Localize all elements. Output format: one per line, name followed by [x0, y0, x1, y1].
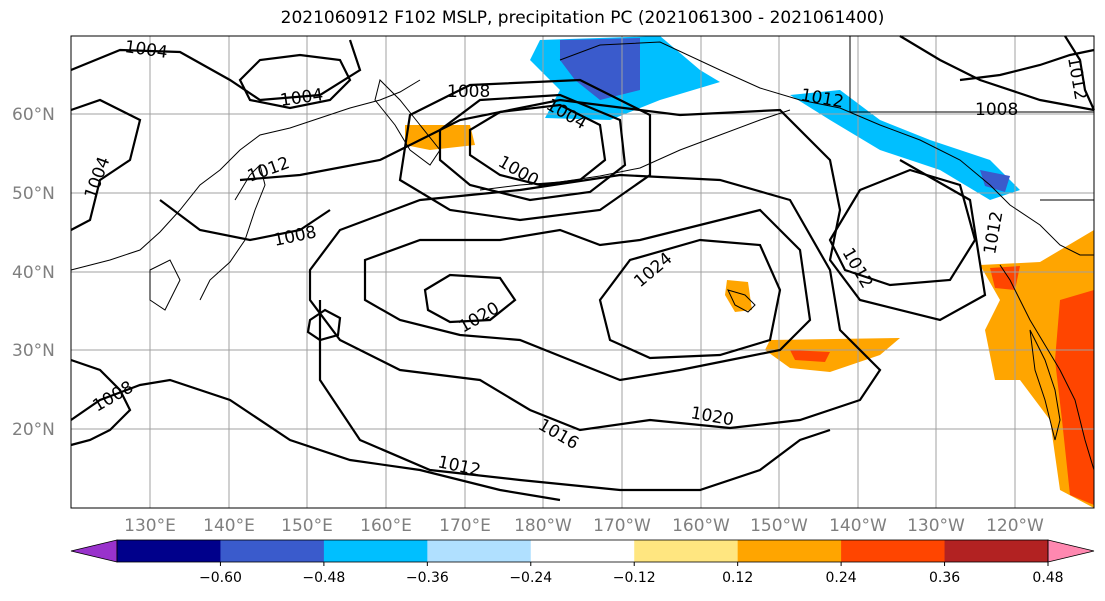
colorbar-frame [116, 539, 1049, 563]
lon-label: 150°W [750, 516, 808, 536]
contour-label: 1008 [447, 82, 490, 102]
colorbar-segment [323, 540, 428, 562]
longitude-labels: 130°E 140°E 150°E 160°E 170°E 180°W 170°… [124, 516, 1044, 536]
contour-alaska [899, 35, 1095, 112]
lat-label: 20°N [12, 420, 55, 440]
colorbar-tick-label: −0.36 [406, 570, 449, 586]
lon-label: 180°W [514, 516, 572, 536]
colorbar-segment [841, 540, 946, 562]
lon-label: 160°E [360, 516, 412, 536]
baja [1029, 329, 1061, 441]
contour-1008-low [398, 78, 652, 222]
precip-red-westcoast [1055, 290, 1094, 505]
contour-1012-south [70, 378, 561, 502]
lon-label: 160°W [672, 516, 730, 536]
contour-small-ring [306, 308, 342, 342]
colorbar-tick-label: 0.12 [722, 570, 753, 586]
lat-label: 50°N [12, 184, 55, 204]
japan-coast [199, 164, 266, 301]
colorbar-segment [737, 540, 842, 562]
precip-red-subtropic [790, 350, 830, 362]
contour-1004-ring [238, 53, 352, 110]
lon-label: 120°W [986, 516, 1044, 536]
colorbar-extend-max [1047, 539, 1095, 563]
coastlines [70, 36, 1095, 471]
lon-label: 170°W [593, 516, 651, 536]
precip-orange-central [725, 280, 752, 312]
map-frame [70, 35, 1095, 509]
contour-1008-canada [959, 48, 1095, 82]
contour-1016-south [318, 300, 831, 492]
mslp-contours [70, 35, 1096, 502]
na-westcoast [999, 264, 1095, 471]
map-title: 2021060912 F102 MSLP, precipitation PC (… [280, 8, 885, 28]
lon-label: 150°E [281, 516, 333, 536]
colorbar-segment [634, 540, 739, 562]
colorbar-tick-label: 0.48 [1032, 570, 1063, 586]
colorbar-segment [530, 540, 635, 562]
colorbar-segment [427, 540, 532, 562]
colorbar-segment [117, 540, 221, 562]
contour-1012-aleutian-high [828, 168, 977, 287]
contour-1024 [598, 238, 782, 360]
contour-1016 [308, 173, 882, 432]
precipitation-shading [405, 36, 1094, 508]
contour-1004-low [438, 93, 627, 202]
colorbar-segment [220, 540, 325, 562]
precip-blue-alaska [790, 90, 1020, 200]
korea-coast [149, 259, 181, 311]
lat-label: 40°N [12, 263, 55, 283]
contour-label: 1008 [975, 100, 1018, 120]
lon-label: 140°E [203, 516, 255, 536]
contour-1000 [468, 103, 607, 187]
colorbar: −0.60 −0.48 −0.36 −0.24 −0.12 0.12 0.24 0.36 0.4… [70, 539, 1095, 586]
canada-border [849, 36, 1094, 113]
colorbar-tick-label: −0.24 [509, 570, 552, 586]
precip-darkblue-alaska [980, 170, 1010, 192]
contour-1012-canada [1064, 35, 1096, 111]
kamchatka-coast [374, 79, 441, 166]
contour-1008-sw [70, 358, 132, 447]
lat-label: 30°N [12, 341, 55, 361]
colorbar-extend-min [70, 539, 118, 563]
colorbar-tick-label: −0.12 [613, 570, 656, 586]
contour-1008-jp [159, 199, 331, 242]
contour-1012-outer [239, 98, 987, 322]
lon-label: 130°W [907, 516, 965, 536]
colorbar-tick-label: −0.60 [199, 570, 242, 586]
hawaii [727, 289, 756, 313]
latitude-labels: 60°N 50°N 40°N 30°N 20°N [12, 105, 55, 440]
lat-label: 60°N [12, 105, 55, 125]
asia-coast [70, 79, 421, 271]
lon-label: 140°W [829, 516, 887, 536]
lon-label: 130°E [124, 516, 176, 536]
colorbar-tick-label: 0.24 [826, 570, 857, 586]
contour-1020-west [423, 273, 517, 324]
lon-label: 170°E [439, 516, 491, 536]
colorbar-tick-label: −0.48 [302, 570, 345, 586]
colorbar-tick-label: 0.36 [929, 570, 960, 586]
precip-darkblue-northpacific [560, 38, 640, 100]
contour-1004-west [70, 98, 142, 231]
contour-1020-big [363, 208, 812, 382]
colorbar-segment [944, 540, 1049, 562]
alaska-coast [559, 41, 1094, 256]
precip-orange-subtropic [765, 338, 900, 372]
